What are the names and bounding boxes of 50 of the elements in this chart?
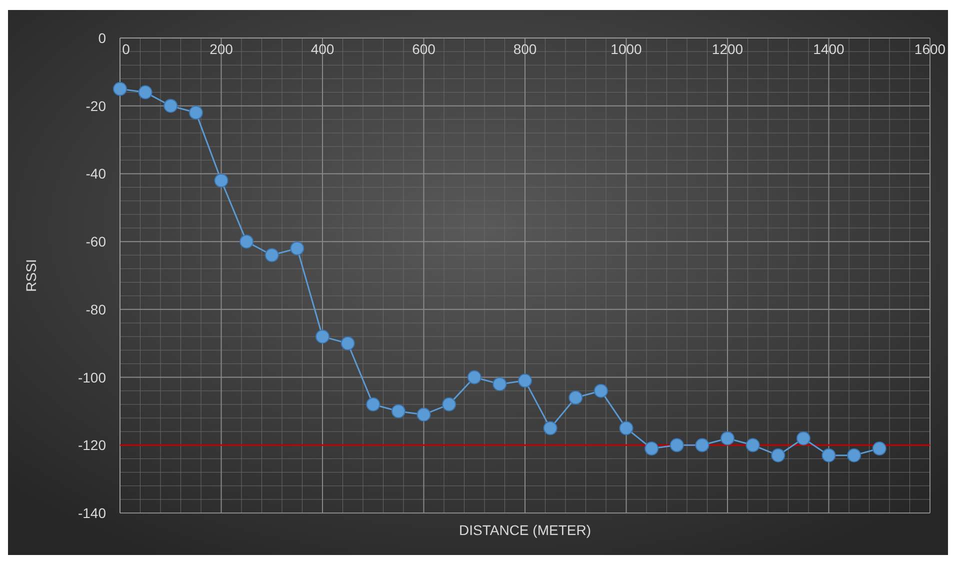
point — [492, 377, 507, 392]
x-tick-label: 200 — [210, 41, 234, 57]
y-tick-label: -40 — [86, 166, 106, 182]
point — [240, 234, 254, 249]
point — [720, 431, 734, 446]
point — [518, 374, 532, 388]
point — [442, 397, 456, 412]
point — [264, 248, 279, 262]
x-tick-label: 1200 — [712, 41, 744, 57]
point — [872, 442, 886, 456]
y-axis-title: RSSI — [23, 259, 39, 292]
x-tick-label: 1400 — [813, 41, 845, 57]
point — [113, 82, 127, 96]
x-tick-label: 400 — [310, 41, 334, 57]
point — [188, 106, 203, 120]
point — [695, 438, 710, 452]
point — [670, 438, 684, 452]
x-tick-label: 800 — [513, 41, 537, 57]
y-tick-label: -20 — [86, 98, 106, 114]
y-tick-label: -140 — [78, 505, 106, 521]
point — [543, 421, 558, 436]
point — [391, 404, 406, 418]
point — [416, 408, 431, 422]
point — [316, 330, 330, 344]
y-tick-label: -80 — [86, 301, 106, 318]
point — [822, 448, 836, 462]
y-tick-label: -100 — [78, 369, 106, 386]
point — [594, 384, 608, 398]
y-tick-label: -120 — [78, 437, 106, 454]
point — [847, 448, 862, 462]
point — [138, 85, 152, 100]
x-tick-label: 1600 — [914, 41, 946, 57]
point — [340, 336, 355, 350]
y-tick-label: -60 — [86, 234, 106, 250]
x-axis-title: DISTANCE (METER) — [459, 522, 591, 538]
point — [644, 442, 659, 456]
point — [467, 370, 482, 384]
x-tick-label: 0 — [122, 41, 130, 57]
x-tick-label: 600 — [412, 41, 436, 57]
point — [164, 98, 178, 113]
point — [214, 174, 228, 188]
y-tick-label: 0 — [98, 30, 106, 46]
point — [619, 421, 634, 436]
point — [771, 448, 786, 462]
x-tick-label: 1000 — [610, 41, 642, 57]
point — [290, 241, 304, 256]
point — [366, 397, 380, 412]
point — [568, 390, 583, 405]
point — [796, 431, 810, 446]
point — [746, 438, 760, 452]
